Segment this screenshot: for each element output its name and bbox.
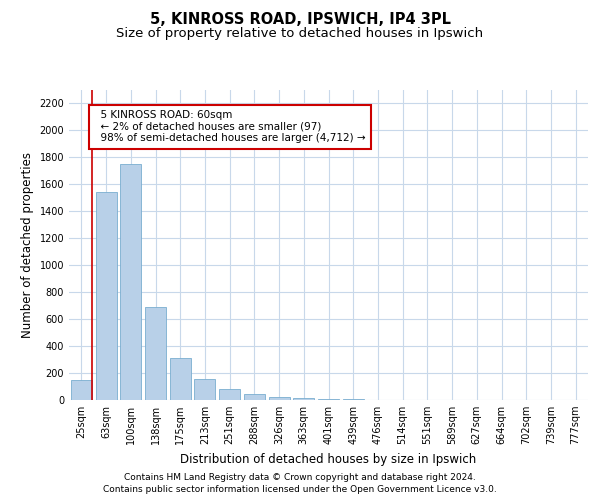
Bar [145, 307, 166, 400]
Text: 5 KINROSS ROAD: 60sqm
  ← 2% of detached houses are smaller (97)
  98% of semi-d: 5 KINROSS ROAD: 60sqm ← 2% of detached h… [94, 110, 366, 144]
X-axis label: Distribution of detached houses by size in Ipswich: Distribution of detached houses by size … [181, 452, 476, 466]
Bar [293, 398, 314, 400]
Bar [269, 396, 290, 400]
Text: Size of property relative to detached houses in Ipswich: Size of property relative to detached ho… [116, 28, 484, 40]
Bar [71, 380, 92, 400]
Text: Contains HM Land Registry data © Crown copyright and database right 2024.: Contains HM Land Registry data © Crown c… [124, 472, 476, 482]
Bar [194, 379, 215, 400]
Bar [219, 389, 240, 400]
Bar [170, 358, 191, 400]
Text: 5, KINROSS ROAD, IPSWICH, IP4 3PL: 5, KINROSS ROAD, IPSWICH, IP4 3PL [149, 12, 451, 28]
Bar [95, 192, 116, 400]
Text: Contains public sector information licensed under the Open Government Licence v3: Contains public sector information licen… [103, 485, 497, 494]
Bar [120, 164, 141, 400]
Bar [244, 394, 265, 400]
Bar [318, 398, 339, 400]
Y-axis label: Number of detached properties: Number of detached properties [21, 152, 34, 338]
